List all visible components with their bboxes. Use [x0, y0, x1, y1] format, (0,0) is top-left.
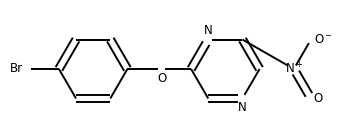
Text: N: N — [204, 24, 213, 37]
Text: O: O — [314, 92, 323, 105]
Text: N: N — [238, 101, 247, 114]
Text: Br: Br — [10, 63, 23, 75]
Text: O$^-$: O$^-$ — [314, 33, 333, 46]
Text: O: O — [157, 72, 166, 85]
Text: N$^+$: N$^+$ — [285, 61, 303, 77]
